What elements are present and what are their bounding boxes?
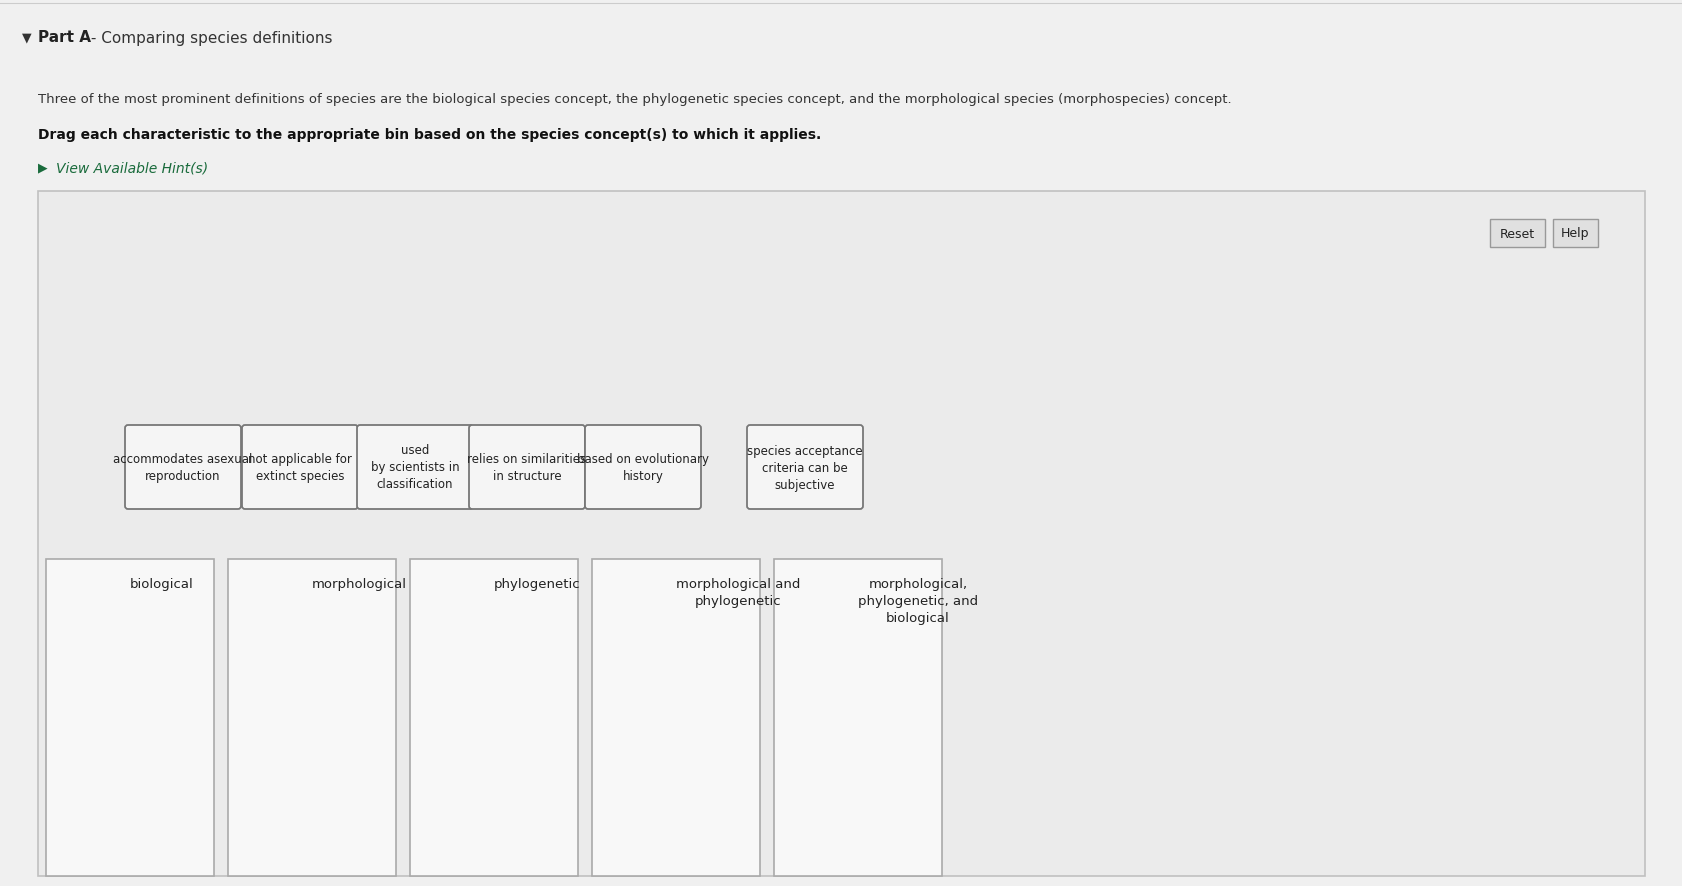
Text: Drag each characteristic to the appropriate bin based on the species concept(s) : Drag each characteristic to the appropri… (39, 128, 821, 142)
Bar (592, 559, 760, 876)
Text: Part A: Part A (39, 30, 91, 45)
Bar (227, 559, 395, 876)
Text: species acceptance
criteria can be
subjective: species acceptance criteria can be subje… (747, 444, 863, 491)
FancyBboxPatch shape (357, 425, 473, 509)
Text: Help: Help (1561, 227, 1589, 240)
Text: Three of the most prominent definitions of species are the biological species co: Three of the most prominent definitions … (39, 93, 1231, 106)
Text: Reset: Reset (1499, 227, 1534, 240)
Text: ▼: ▼ (22, 32, 32, 44)
Text: ▶: ▶ (39, 161, 47, 175)
FancyBboxPatch shape (242, 425, 358, 509)
Text: - Comparing species definitions: - Comparing species definitions (86, 30, 333, 45)
Text: used
by scientists in
classification: used by scientists in classification (370, 444, 459, 491)
FancyBboxPatch shape (585, 425, 701, 509)
Text: accommodates asexual
reproduction: accommodates asexual reproduction (113, 453, 252, 483)
Bar (410, 559, 577, 876)
Bar (39, 191, 1643, 876)
Text: based on evolutionary
history: based on evolutionary history (577, 453, 708, 483)
Text: morphological: morphological (311, 578, 407, 590)
Text: View Available Hint(s): View Available Hint(s) (56, 161, 209, 175)
Bar (1552, 220, 1596, 248)
Text: phylogenetic: phylogenetic (495, 578, 580, 590)
Text: biological: biological (130, 578, 193, 590)
Text: morphological and
phylogenetic: morphological and phylogenetic (676, 578, 801, 607)
FancyBboxPatch shape (124, 425, 241, 509)
Bar (1489, 220, 1544, 248)
Text: relies on similarities
in structure: relies on similarities in structure (468, 453, 587, 483)
FancyBboxPatch shape (747, 425, 863, 509)
Bar (45, 559, 214, 876)
Bar (774, 559, 942, 876)
Text: not applicable for
extinct species: not applicable for extinct species (247, 453, 352, 483)
FancyBboxPatch shape (469, 425, 585, 509)
Text: morphological,
phylogenetic, and
biological: morphological, phylogenetic, and biologi… (858, 578, 977, 625)
